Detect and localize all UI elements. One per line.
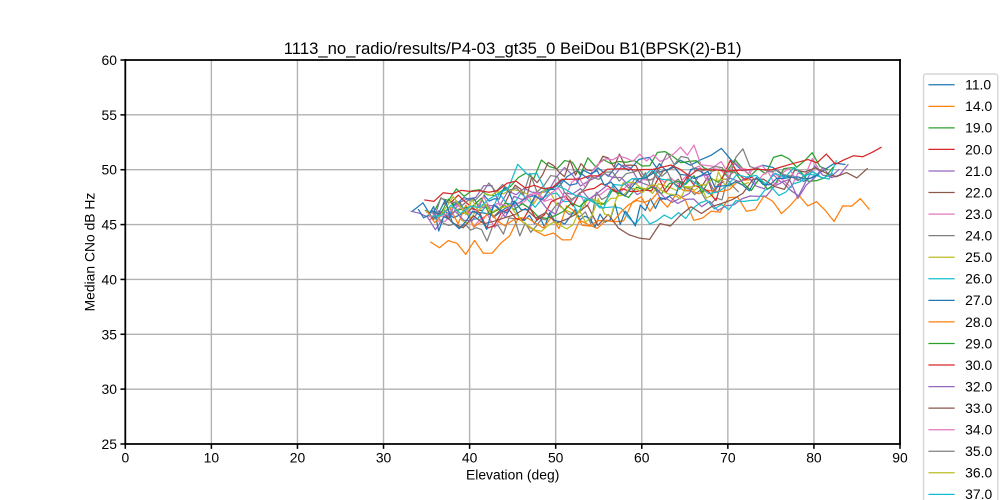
svg-text:30.0: 30.0 [965,357,992,373]
svg-text:21.0: 21.0 [965,163,992,179]
svg-text:24.0: 24.0 [965,228,992,244]
svg-text:20: 20 [290,449,306,465]
svg-text:35.0: 35.0 [965,443,992,459]
svg-text:Median CNo dB Hz: Median CNo dB Hz [82,193,98,312]
svg-text:1113_no_radio/results/P4-03_gt: 1113_no_radio/results/P4-03_gt35_0 BeiDo… [284,39,742,58]
svg-text:19.0: 19.0 [965,120,992,136]
svg-text:34.0: 34.0 [965,422,992,438]
svg-text:90: 90 [892,449,908,465]
svg-text:25.0: 25.0 [965,249,992,265]
svg-text:33.0: 33.0 [965,400,992,416]
svg-text:37.0: 37.0 [965,486,992,500]
svg-text:45: 45 [102,217,118,233]
svg-text:30: 30 [376,449,392,465]
svg-text:29.0: 29.0 [965,335,992,351]
svg-text:25: 25 [102,436,118,452]
svg-text:60: 60 [634,449,650,465]
svg-text:32.0: 32.0 [965,378,992,394]
svg-text:22.0: 22.0 [965,184,992,200]
svg-text:Elevation (deg): Elevation (deg) [466,466,559,482]
svg-text:70: 70 [720,449,736,465]
svg-text:55: 55 [102,107,118,123]
svg-text:11.0: 11.0 [965,77,991,93]
svg-text:23.0: 23.0 [965,206,992,222]
svg-text:35: 35 [102,326,118,342]
svg-text:80: 80 [806,449,822,465]
svg-text:20.0: 20.0 [965,141,992,157]
svg-text:30: 30 [102,381,118,397]
svg-text:28.0: 28.0 [965,314,992,330]
svg-text:26.0: 26.0 [965,271,992,287]
svg-text:50: 50 [548,449,564,465]
svg-text:14.0: 14.0 [965,98,992,114]
svg-text:40: 40 [102,271,118,287]
svg-text:0: 0 [121,449,129,465]
svg-text:50: 50 [102,162,118,178]
svg-text:36.0: 36.0 [965,465,992,481]
svg-text:27.0: 27.0 [965,292,992,308]
svg-text:60: 60 [102,52,118,68]
svg-text:40: 40 [462,449,478,465]
svg-text:10: 10 [204,449,220,465]
